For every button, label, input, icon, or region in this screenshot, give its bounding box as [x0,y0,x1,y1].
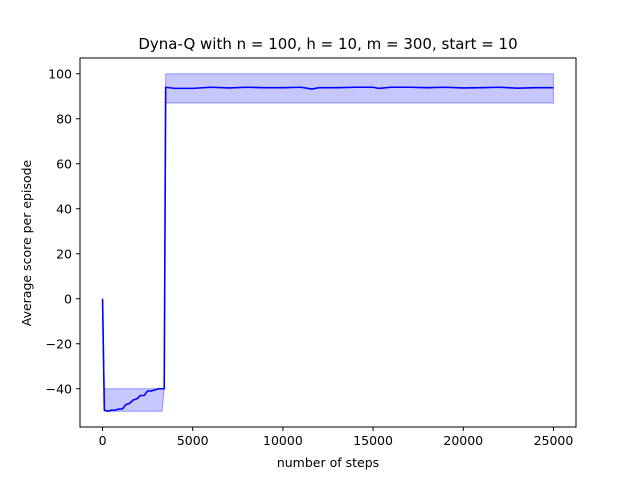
plot-frame [79,57,577,428]
x-tick-label: 25000 [534,433,574,448]
y-tick-label: 0 [64,291,72,306]
x-tick-label: 0 [99,433,107,448]
chart-title: Dyna-Q with n = 100, h = 10, m = 300, st… [138,35,517,53]
y-tick-label: 80 [56,111,72,126]
y-tick-label: −40 [46,381,72,396]
x-tick-label: 5000 [177,433,209,448]
x-tick-label: 20000 [443,433,483,448]
y-tick-label: −20 [46,336,72,351]
plot-content [101,73,554,413]
x-axis-ticks: 0 5000 10000 15000 20000 25000 [99,427,574,448]
y-axis-ticks: −40 −20 0 20 40 60 80 100 [46,66,80,396]
x-tick-label: 15000 [353,433,393,448]
x-axis-label: number of steps [277,455,379,470]
y-axis-label: Average score per episode [19,159,34,326]
y-tick-label: 40 [56,201,72,216]
y-tick-label: 20 [56,246,72,261]
y-tick-label: 100 [48,66,72,81]
x-tick-label: 10000 [263,433,303,448]
y-tick-label: 60 [56,156,72,171]
series-0-line [101,86,554,413]
